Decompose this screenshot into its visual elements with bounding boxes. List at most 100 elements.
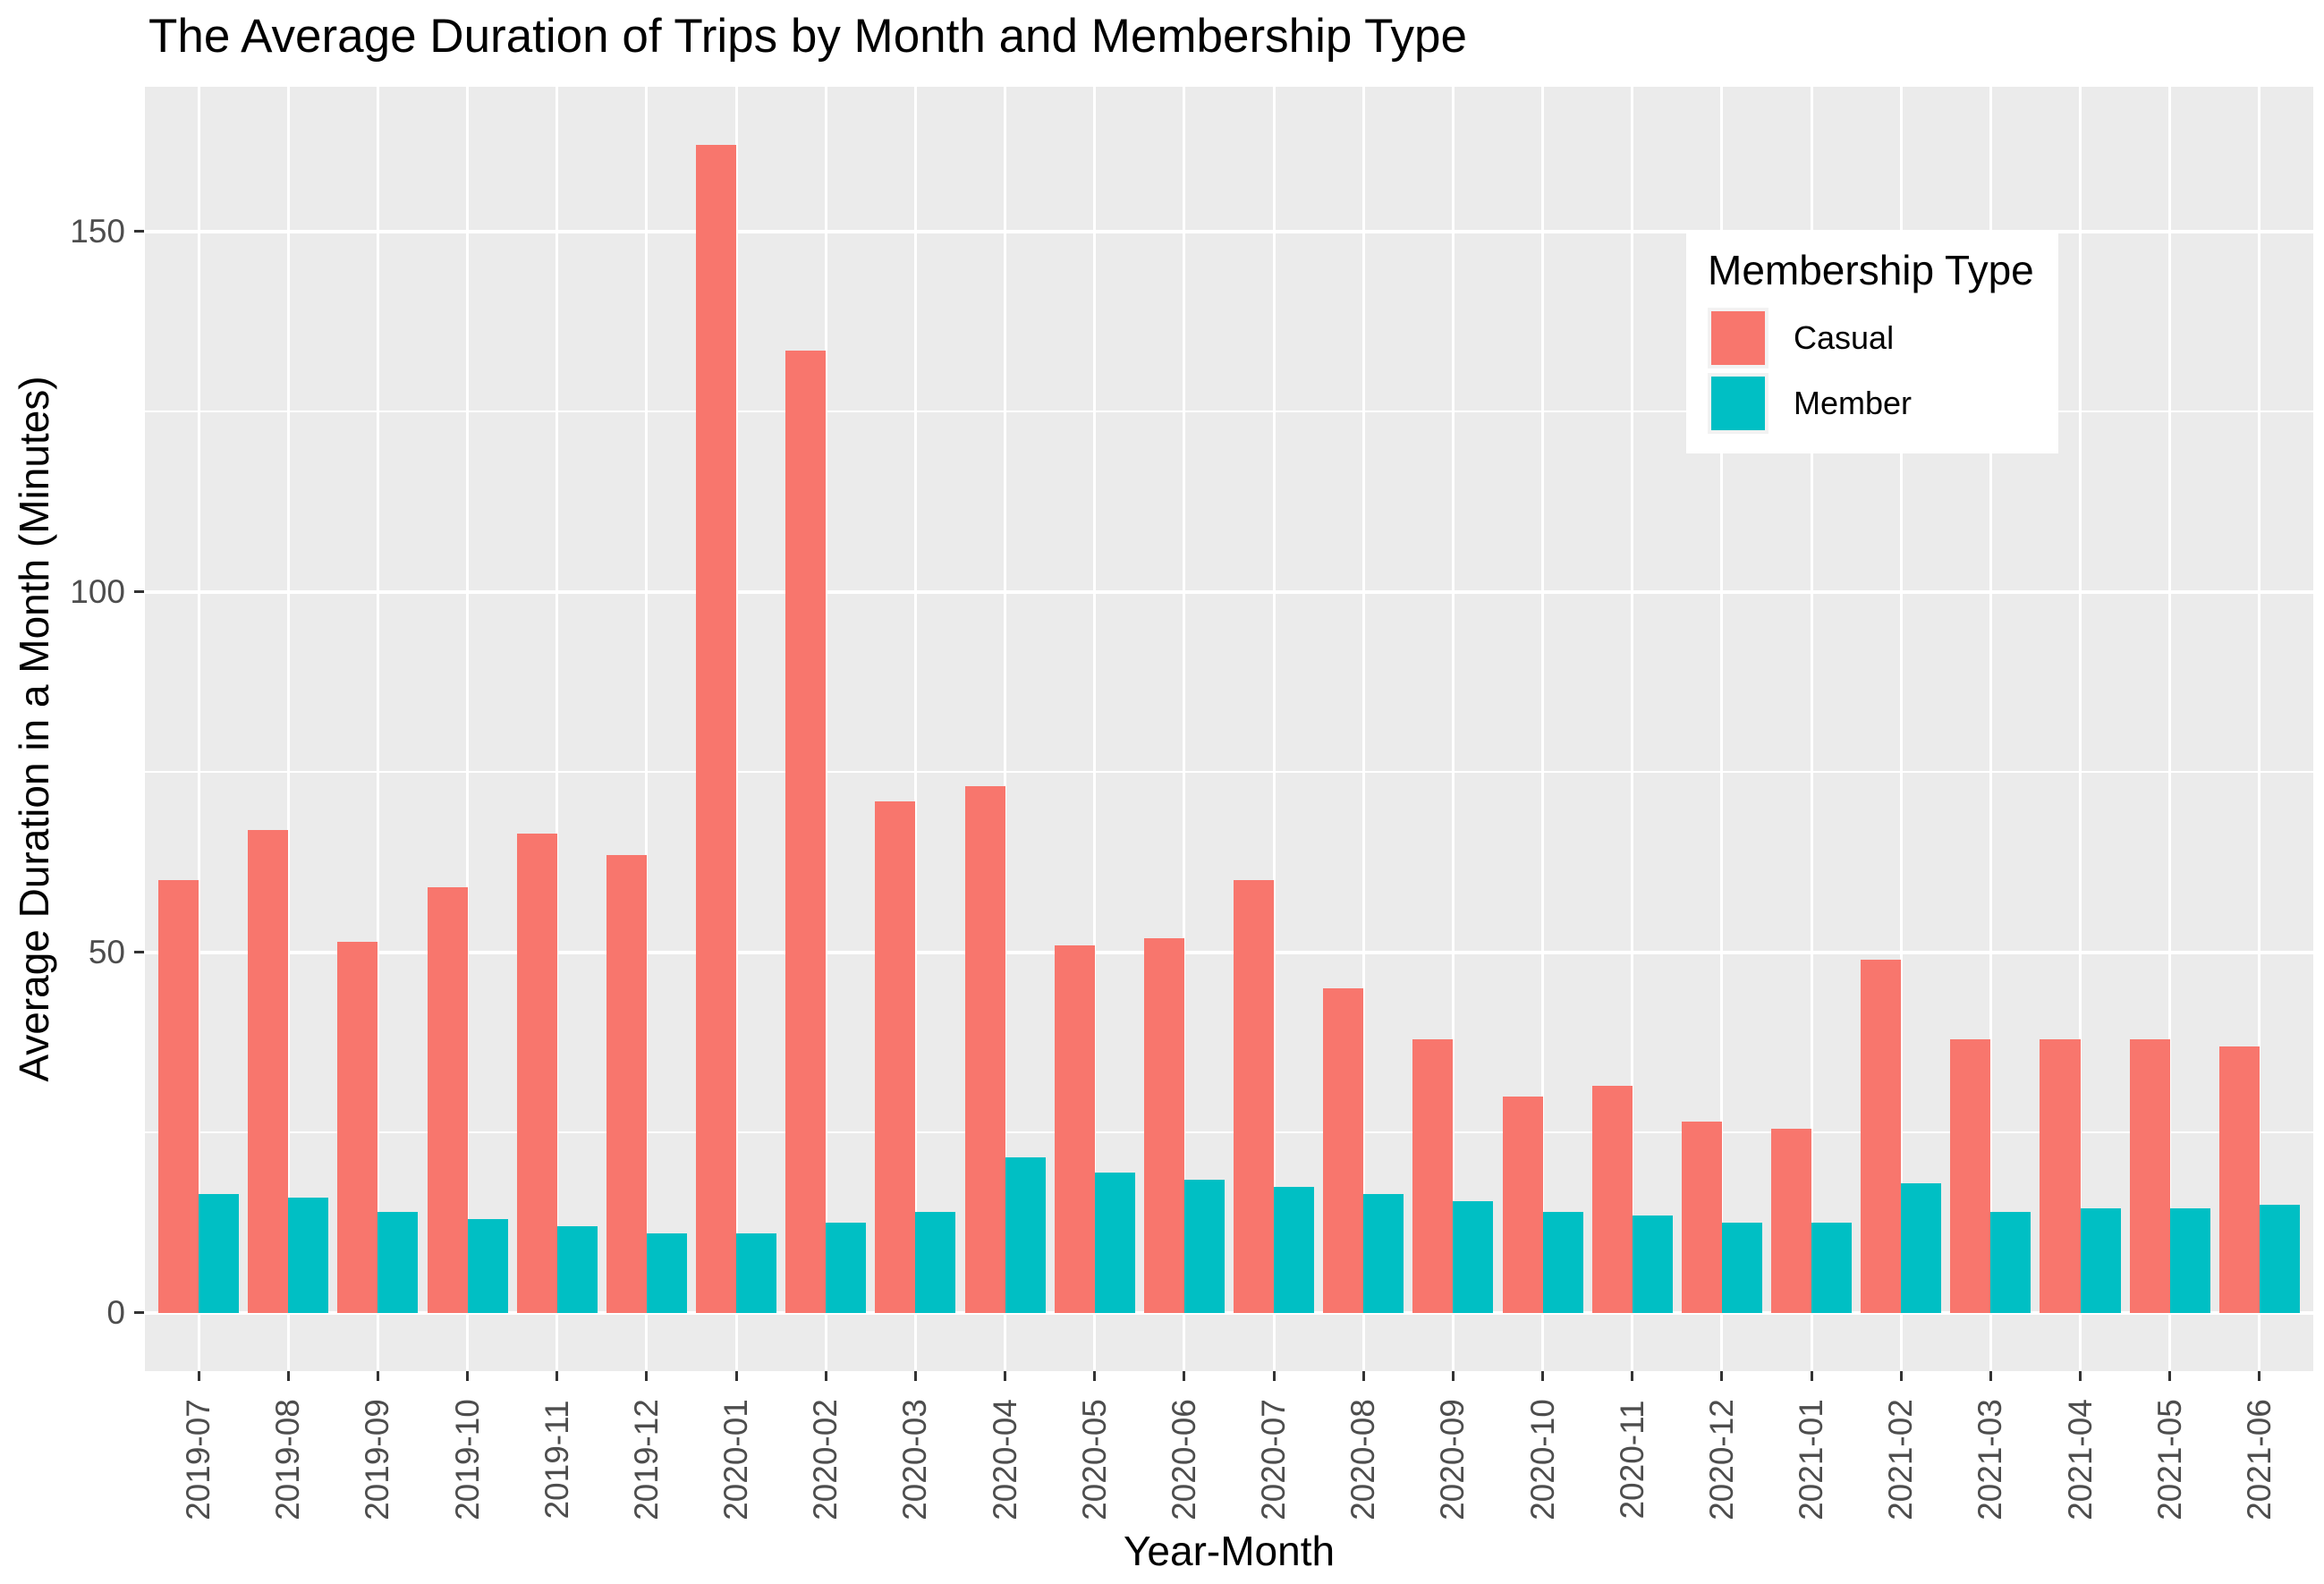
- bar-member-2019-08: [288, 1197, 329, 1313]
- gridline-major-100: [145, 589, 2313, 594]
- bar-casual-2019-10: [427, 887, 468, 1313]
- legend-title: Membership Type: [1708, 247, 2034, 293]
- bar-casual-2020-02: [785, 350, 827, 1313]
- x-tick-label-2020-08: 2020-08: [1344, 1399, 1382, 1520]
- bar-member-2020-05: [1094, 1172, 1135, 1313]
- gridline-vertical-2020-03: [913, 87, 917, 1371]
- gridline-minor-25: [145, 1131, 2313, 1134]
- gridline-vertical-2020-02: [824, 87, 827, 1371]
- gridline-vertical-2021-06: [2258, 87, 2261, 1371]
- gridline-major-0: [145, 1310, 2313, 1315]
- bar-member-2020-02: [826, 1222, 867, 1313]
- gridline-vertical-2021-01: [1810, 87, 1813, 1371]
- x-tick-mark-2020-06: [1183, 1371, 1186, 1381]
- x-tick-mark-2021-03: [1989, 1371, 1992, 1381]
- x-tick-label-2020-02: 2020-02: [807, 1399, 844, 1520]
- x-tick-mark-2021-06: [2258, 1371, 2261, 1381]
- x-axis-title: Year-Month: [1123, 1528, 1336, 1574]
- x-tick-label-2020-11: 2020-11: [1613, 1400, 1650, 1520]
- x-tick-mark-2021-05: [2168, 1371, 2172, 1381]
- x-tick-label-2019-07: 2019-07: [180, 1399, 217, 1520]
- bar-member-2019-07: [199, 1193, 240, 1313]
- bar-casual-2019-12: [606, 855, 647, 1313]
- bar-member-2020-07: [1274, 1186, 1315, 1313]
- bar-casual-2021-06: [2218, 1046, 2260, 1313]
- gridline-vertical-2021-02: [1899, 87, 1903, 1371]
- y-tick-label-50: 50: [88, 933, 125, 970]
- bar-casual-2019-08: [248, 829, 289, 1313]
- x-tick-label-2020-09: 2020-09: [1434, 1399, 1472, 1520]
- x-tick-label-2021-06: 2021-06: [2240, 1399, 2277, 1520]
- bar-casual-2020-01: [696, 145, 737, 1313]
- x-tick-label-2020-10: 2020-10: [1523, 1399, 1561, 1520]
- bar-casual-2021-03: [1950, 1038, 1991, 1313]
- gridline-vertical-2021-05: [2168, 87, 2172, 1371]
- bar-casual-2021-01: [1771, 1129, 1812, 1313]
- bar-member-2019-12: [646, 1233, 687, 1313]
- bar-member-2019-11: [556, 1226, 598, 1313]
- gridline-vertical-2019-12: [645, 87, 649, 1371]
- legend-swatch-casual-icon: [1708, 308, 1768, 368]
- x-tick-label-2019-09: 2019-09: [359, 1399, 396, 1520]
- x-tick-label-2020-06: 2020-06: [1165, 1399, 1202, 1520]
- legend-entry-member: Member: [1708, 373, 2037, 434]
- y-tick-mark-0: [134, 1311, 144, 1315]
- gridline-vertical-2020-12: [1720, 87, 1724, 1371]
- bar-member-2019-09: [377, 1211, 419, 1313]
- x-tick-label-2021-04: 2021-04: [2061, 1399, 2099, 1520]
- x-tick-label-2021-03: 2021-03: [1972, 1399, 2009, 1520]
- gridline-vertical-2019-11: [556, 87, 559, 1371]
- gridline-vertical-2019-10: [466, 87, 470, 1371]
- gridline-vertical-2020-09: [1451, 87, 1455, 1371]
- x-tick-mark-2021-04: [2079, 1371, 2082, 1381]
- x-tick-label-2019-08: 2019-08: [269, 1399, 307, 1520]
- gridline-vertical-2020-05: [1093, 87, 1097, 1371]
- bar-member-2020-10: [1542, 1211, 1583, 1313]
- gridline-vertical-2020-10: [1541, 87, 1545, 1371]
- bar-member-2021-01: [1811, 1222, 1853, 1313]
- x-tick-mark-2020-08: [1361, 1371, 1365, 1381]
- bar-casual-2020-03: [875, 800, 916, 1313]
- gridline-vertical-2019-08: [286, 87, 290, 1371]
- bar-casual-2020-07: [1234, 880, 1275, 1313]
- x-tick-label-2020-07: 2020-07: [1255, 1399, 1293, 1520]
- x-tick-mark-2020-07: [1272, 1371, 1276, 1381]
- x-tick-mark-2019-07: [197, 1371, 200, 1381]
- bar-casual-2020-05: [1054, 944, 1095, 1313]
- bar-casual-2020-09: [1412, 1038, 1454, 1313]
- gridline-minor-75: [145, 771, 2313, 774]
- x-tick-mark-2019-12: [645, 1371, 649, 1381]
- y-tick-mark-150: [134, 230, 144, 233]
- x-tick-mark-2021-02: [1899, 1371, 1903, 1381]
- gridline-vertical-2019-07: [197, 87, 200, 1371]
- x-tick-mark-2020-12: [1720, 1371, 1724, 1381]
- bar-member-2021-03: [1990, 1211, 2031, 1313]
- x-tick-label-2020-04: 2020-04: [986, 1399, 1023, 1520]
- bar-casual-2021-04: [2040, 1038, 2081, 1313]
- x-tick-label-2020-12: 2020-12: [1702, 1399, 1740, 1520]
- y-tick-label-100: 100: [70, 572, 125, 610]
- bar-member-2021-05: [2169, 1207, 2210, 1313]
- y-tick-mark-50: [134, 951, 144, 954]
- bar-member-2020-11: [1632, 1215, 1673, 1313]
- bar-casual-2020-04: [964, 786, 1005, 1313]
- bar-casual-2019-09: [337, 941, 378, 1313]
- bar-member-2020-04: [1005, 1157, 1046, 1313]
- bar-casual-2021-02: [1861, 959, 1902, 1313]
- bar-member-2019-10: [467, 1218, 508, 1313]
- legend-entry-casual: Casual: [1708, 308, 2037, 368]
- y-tick-label-0: 0: [106, 1293, 125, 1331]
- bar-member-2020-08: [1363, 1193, 1404, 1313]
- x-tick-label-2020-05: 2020-05: [1075, 1399, 1113, 1520]
- legend-label-member: Member: [1794, 385, 1913, 421]
- bar-member-2020-12: [1721, 1222, 1762, 1313]
- x-tick-mark-2020-05: [1093, 1371, 1097, 1381]
- bar-casual-2020-06: [1143, 937, 1184, 1313]
- x-tick-mark-2020-02: [824, 1371, 827, 1381]
- x-tick-label-2020-03: 2020-03: [896, 1399, 934, 1520]
- gridline-minor-125: [145, 411, 2313, 413]
- bar-member-2021-02: [1901, 1182, 1942, 1313]
- x-tick-mark-2020-11: [1631, 1371, 1634, 1381]
- x-tick-label-2021-02: 2021-02: [1882, 1399, 1920, 1520]
